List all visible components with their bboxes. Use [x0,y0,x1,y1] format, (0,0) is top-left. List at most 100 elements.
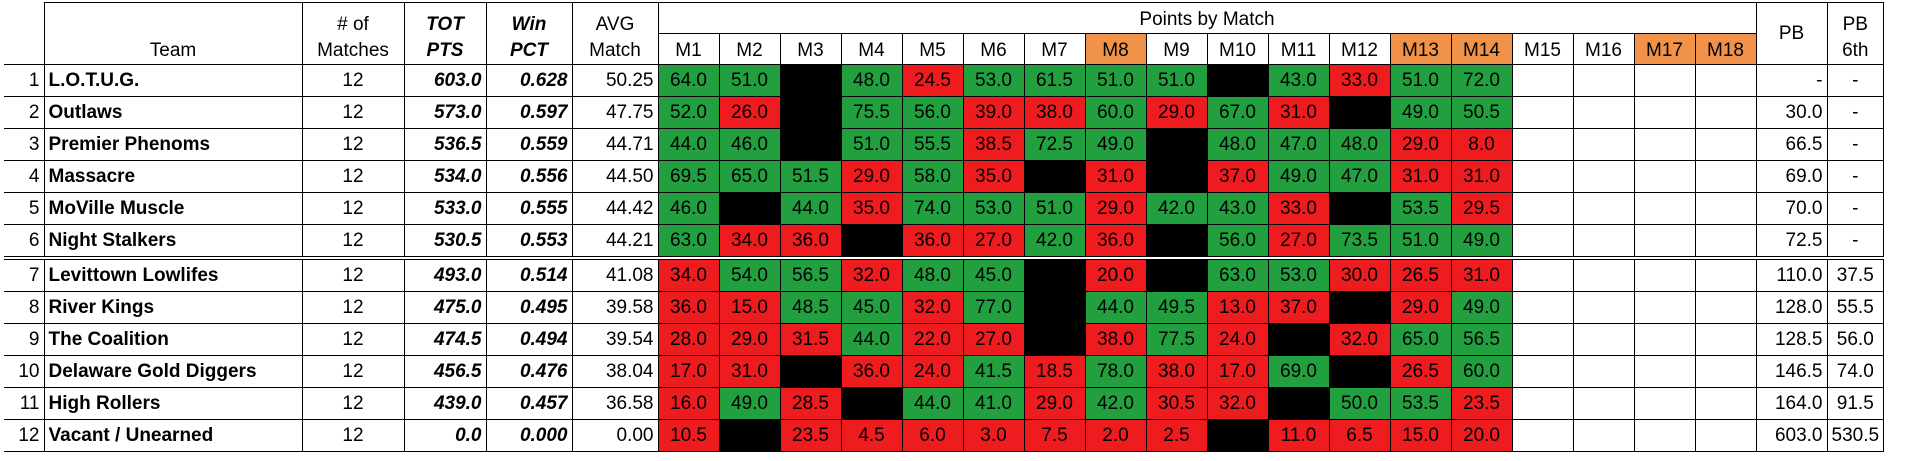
match-points [1633,64,1696,97]
pb-6th: 55.5 [1826,291,1885,324]
match-points [1633,291,1696,324]
match-points: 33.0 [1328,64,1391,97]
pb: 164.0 [1755,387,1828,420]
rank: 12 [4,419,45,452]
avg-match: 39.54 [571,323,659,356]
match-points: 53.5 [1389,192,1452,225]
pb: 69.0 [1755,160,1828,193]
win-pct: 0.514 [485,256,573,292]
matches: 12 [301,256,405,292]
rank: 8 [4,291,45,324]
match-points: 43.0 [1267,64,1330,97]
match-points [1694,323,1757,356]
team-row: 5 MoVille Muscle 12 533.0 0.555 44.42 46.0 44.0… [4,192,1885,225]
avg-match: 44.21 [571,224,659,259]
match-header: M14 [1450,33,1513,65]
win-pct: 0.000 [485,419,573,452]
match-points: 51.0 [1145,64,1208,97]
pb-6th: - [1826,160,1885,193]
match-points [718,192,781,225]
pb-6th: 74.0 [1826,355,1885,388]
rank: 10 [4,355,45,388]
match-points: 29.0 [1389,291,1452,324]
match-points: 7.5 [1023,419,1086,452]
match-points [1511,64,1574,97]
match-points: 6.5 [1328,419,1391,452]
header-row: M1 M2 M3 M4 M5 M6 M7 M8 M9 M10 M11 M12 M13 M14 M15 M16 M… [4,33,1884,65]
match-points: 49.0 [718,387,781,420]
avg-match: 39.58 [571,291,659,324]
match-points: 38.0 [1084,323,1147,356]
match-points: 34.0 [657,256,720,292]
match-points: 53.5 [1389,387,1452,420]
match-points: 38.5 [962,128,1025,161]
win-pct: 0.476 [485,355,573,388]
match-points: 29.5 [1450,192,1513,225]
header-line: Win [511,14,547,35]
match-points [1572,323,1635,356]
match-points: 53.0 [1267,256,1330,292]
rank: 1 [4,64,45,97]
header-line: Match [589,40,641,61]
match-points [1572,224,1635,259]
match-points: 60.0 [1450,355,1513,388]
matches: 12 [301,224,405,259]
match-points: 28.5 [779,387,842,420]
match-points: 64.0 [657,64,720,97]
match-points: 50.0 [1328,387,1391,420]
match-points [1633,96,1696,129]
match-points: 29.0 [1023,387,1086,420]
pb-6th: 56.0 [1826,323,1885,356]
matches-header: # of Matches [301,2,405,65]
match-points: 54.0 [718,256,781,292]
match-points: 49.5 [1145,291,1208,324]
pb: 128.5 [1755,323,1828,356]
match-points: 16.0 [657,387,720,420]
team-name: Outlaws [43,96,303,129]
match-points: 38.0 [1145,355,1208,388]
match-points: 42.0 [1145,192,1208,225]
match-points [1267,387,1330,420]
matches: 12 [301,96,405,129]
team-row: 1 L.O.T.U.G. 12 603.0 0.628 50.25 64.0 51.0 48.0… [4,64,1885,97]
header-line: TOT [426,14,464,35]
match-points: 32.0 [901,291,964,324]
match-points: 47.0 [1328,160,1391,193]
matches: 12 [301,160,405,193]
avg-match: 50.25 [571,64,659,97]
pb: - [1755,64,1828,97]
pb: 30.0 [1755,96,1828,129]
match-points [1572,291,1635,324]
match-points: 8.0 [1450,128,1513,161]
match-points: 31.0 [1084,160,1147,193]
team-name: Levittown Lowlifes [43,256,303,292]
match-points [1023,323,1086,356]
match-points: 77.0 [962,291,1025,324]
win-pct: 0.556 [485,160,573,193]
match-header: M13 [1389,33,1452,65]
match-points [1572,128,1635,161]
rank: 2 [4,96,45,129]
match-points: 44.0 [1084,291,1147,324]
match-points [1694,355,1757,388]
match-points [1328,291,1391,324]
team-row: 4 Massacre 12 534.0 0.556 44.50 69.5 65.0 51.5 29… [4,160,1885,193]
match-points [840,387,903,420]
rank: 6 [4,224,45,259]
match-header: M4 [840,33,903,65]
matches: 12 [301,291,405,324]
match-points: 53.0 [962,64,1025,97]
match-points: 31.0 [1389,160,1452,193]
match-points: 24.5 [901,64,964,97]
match-points: 39.0 [962,96,1025,129]
match-points [1511,96,1574,129]
match-points: 45.0 [962,256,1025,292]
match-points: 48.0 [1328,128,1391,161]
match-points [1572,355,1635,388]
match-points: 69.5 [657,160,720,193]
match-points [1633,419,1696,452]
match-points: 36.0 [840,355,903,388]
match-points [1145,224,1208,259]
match-points: 4.5 [840,419,903,452]
team-name: Vacant / Unearned [43,419,303,452]
